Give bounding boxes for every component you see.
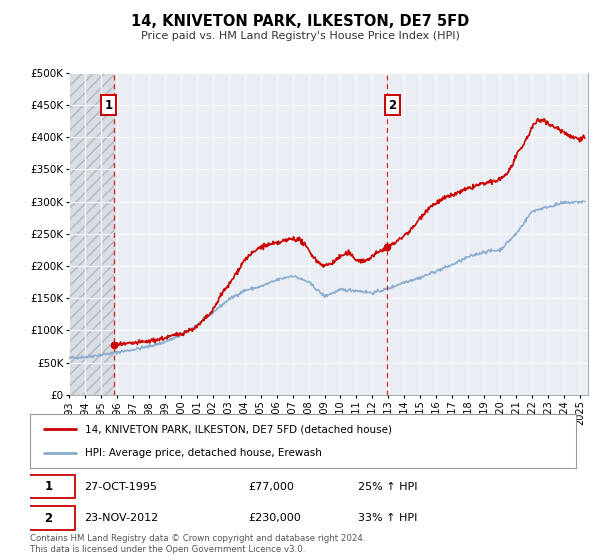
- Text: 27-OCT-1995: 27-OCT-1995: [85, 482, 158, 492]
- Bar: [69, 73, 114, 395]
- Text: 25% ↑ HPI: 25% ↑ HPI: [358, 482, 417, 492]
- FancyBboxPatch shape: [22, 506, 76, 530]
- Text: 1: 1: [104, 99, 113, 111]
- FancyBboxPatch shape: [22, 475, 76, 498]
- Text: 14, KNIVETON PARK, ILKESTON, DE7 5FD (detached house): 14, KNIVETON PARK, ILKESTON, DE7 5FD (de…: [85, 424, 392, 435]
- Text: 33% ↑ HPI: 33% ↑ HPI: [358, 513, 417, 523]
- Text: Contains HM Land Registry data © Crown copyright and database right 2024.
This d: Contains HM Land Registry data © Crown c…: [30, 534, 365, 554]
- Text: 14, KNIVETON PARK, ILKESTON, DE7 5FD: 14, KNIVETON PARK, ILKESTON, DE7 5FD: [131, 14, 469, 29]
- Text: £77,000: £77,000: [248, 482, 294, 492]
- Text: Price paid vs. HM Land Registry's House Price Index (HPI): Price paid vs. HM Land Registry's House …: [140, 31, 460, 41]
- Text: 2: 2: [388, 99, 397, 111]
- Text: 2: 2: [44, 511, 53, 525]
- Text: £230,000: £230,000: [248, 513, 301, 523]
- Text: 23-NOV-2012: 23-NOV-2012: [85, 513, 159, 523]
- Text: HPI: Average price, detached house, Erewash: HPI: Average price, detached house, Erew…: [85, 447, 322, 458]
- Bar: [69, 73, 114, 395]
- Text: 1: 1: [44, 480, 53, 493]
